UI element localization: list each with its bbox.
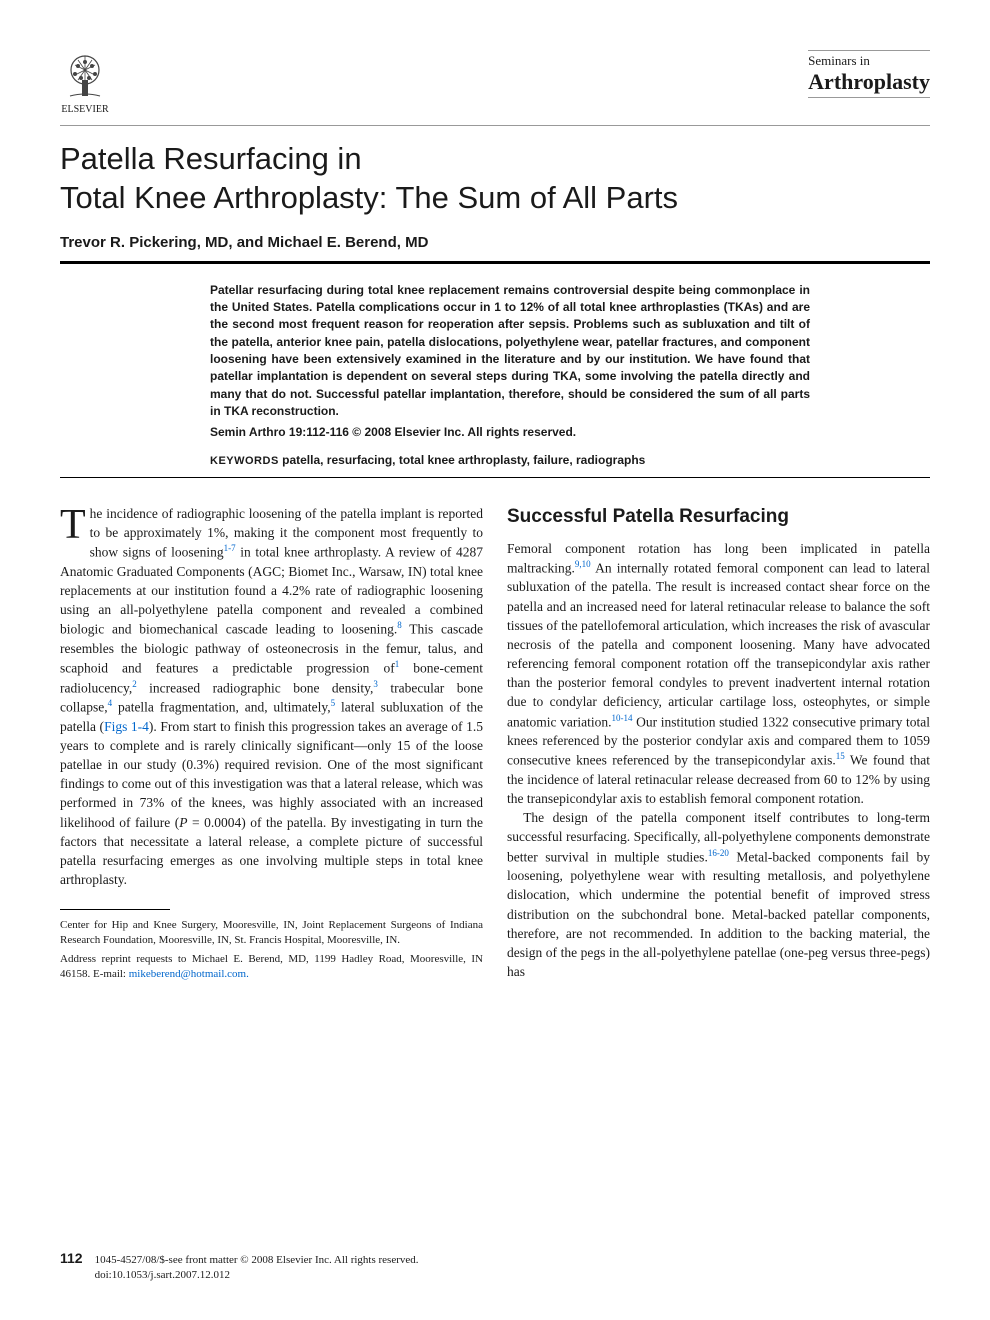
publisher-name: ELSEVIER [61, 104, 108, 115]
ref-10-14[interactable]: 10-14 [611, 713, 632, 723]
elsevier-tree-icon [60, 50, 110, 100]
header-rule [60, 125, 930, 126]
rule-after-authors [60, 261, 930, 264]
abstract-block: Patellar resurfacing during total knee r… [210, 282, 810, 439]
dropcap: T [60, 504, 90, 544]
affiliation-2: Address reprint requests to Michael E. B… [60, 952, 483, 982]
page-number: 112 [60, 1250, 83, 1266]
affiliation-rule [60, 909, 170, 910]
ref-9-10[interactable]: 9,10 [575, 559, 591, 569]
abstract-text: Patellar resurfacing during total knee r… [210, 282, 810, 421]
section-heading: Successful Patella Resurfacing [507, 504, 930, 531]
citation-line: Semin Arthro 19:112-116 © 2008 Elsevier … [210, 425, 810, 439]
keywords-label: KEYWORDS [210, 455, 279, 467]
figs-link[interactable]: Figs 1-4 [104, 719, 149, 734]
column-left: The incidence of radiographic loosening … [60, 504, 483, 982]
footer-text: 1045-4527/08/$-see front matter © 2008 E… [95, 1253, 419, 1282]
authors: Trevor R. Pickering, MD, and Michael E. … [60, 234, 930, 251]
ref-1-7[interactable]: 1-7 [224, 543, 236, 553]
journal-name-line1: Seminars in [808, 53, 930, 69]
ref-16-20[interactable]: 16-20 [708, 848, 729, 858]
section-para-1: Femoral component rotation has long been… [507, 539, 930, 809]
title-line-2: Total Knee Arthroplasty: The Sum of All … [60, 180, 678, 215]
publisher-logo: ELSEVIER [60, 50, 110, 115]
ref-15[interactable]: 15 [836, 751, 845, 761]
title-line-1: Patella Resurfacing in [60, 141, 362, 176]
keywords-text: patella, resurfacing, total knee arthrop… [282, 453, 645, 467]
body-columns: The incidence of radiographic loosening … [60, 504, 930, 982]
affiliation-1: Center for Hip and Knee Surgery, Mooresv… [60, 918, 483, 948]
article-title: Patella Resurfacing in Total Knee Arthro… [60, 140, 930, 218]
column-right: Successful Patella Resurfacing Femoral c… [507, 504, 930, 982]
correspondence-email[interactable]: mikeberend@hotmail.com. [129, 968, 249, 980]
rule-after-keywords [60, 477, 930, 478]
intro-paragraph: The incidence of radiographic loosening … [60, 504, 483, 890]
section-para-2: The design of the patella component itse… [507, 808, 930, 981]
keywords-line: KEYWORDS patella, resurfacing, total kne… [210, 453, 810, 467]
header-row: ELSEVIER Seminars in Arthroplasty [60, 50, 930, 115]
journal-name-line2: Arthroplasty [808, 69, 930, 95]
page-footer: 112 1045-4527/08/$-see front matter © 20… [60, 1250, 930, 1282]
journal-brand: Seminars in Arthroplasty [808, 50, 930, 98]
